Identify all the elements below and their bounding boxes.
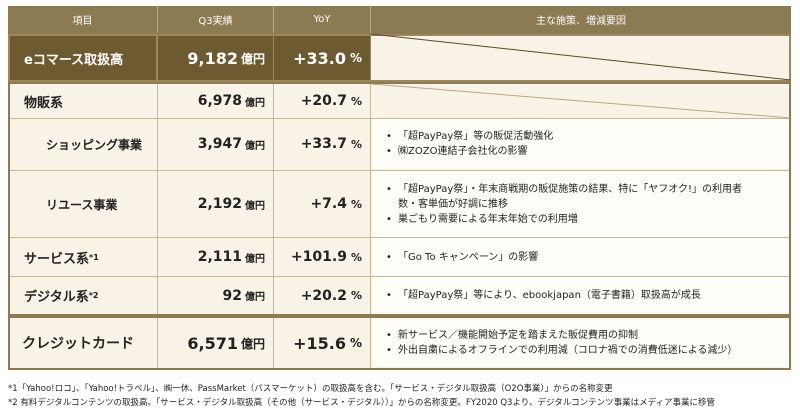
reuse-value-unit: 億円 <box>245 200 265 212</box>
reuse-value-number: 2,192 <box>197 196 242 212</box>
note-continuation: 数・客単価が好調に推移 <box>398 198 508 210</box>
header-divider <box>370 6 371 33</box>
ecommerce-value-unit: 億円 <box>240 51 265 66</box>
credit-value-unit: 億円 <box>240 336 265 351</box>
credit-yoy: +15.6% <box>274 318 370 368</box>
digital-notes: 「超PayPay祭」等により、ebookjapan（電子書籍）取扱高が成長 <box>372 277 789 314</box>
ecommerce-yoy-number: +33.0 <box>293 48 346 68</box>
row-divider <box>10 237 789 238</box>
credit-value: 6,571 億円 <box>158 318 273 368</box>
shopping-label: ショッピング事業 <box>46 137 143 152</box>
shopping-yoy: +33.7% <box>274 118 370 170</box>
reuse-yoy: +7.4% <box>274 171 370 237</box>
digital-yoy-pct: % <box>350 289 362 302</box>
column-divider <box>273 318 274 368</box>
butsuhan-value-unit: 億円 <box>245 97 265 109</box>
digital-value-unit: 億円 <box>245 292 265 303</box>
digital-label: デジタル系 *2 <box>24 277 156 314</box>
row-divider <box>10 118 789 119</box>
credit-yoy-number: +15.6 <box>293 333 346 353</box>
service-value-unit: 億円 <box>245 253 265 265</box>
service-label: サービス系 *1 <box>24 238 156 276</box>
reuse-value: 2,192 億円 <box>158 171 273 237</box>
service-label-text: サービス系 <box>24 251 90 267</box>
header-divider <box>273 6 274 33</box>
shopping-yoy-number: +33.7 <box>300 136 347 152</box>
ecommerce-yoy-pct: % <box>349 51 362 65</box>
butsuhan-label: 物販系 <box>24 95 64 111</box>
service-value-number: 2,111 <box>197 249 242 265</box>
note-item: 外出自粛によるオフラインでの利用減（コロナ禍での消費低迷による減少） <box>386 343 737 358</box>
footnote-1: *1「Yahoo!ロコ」、「Yahoo!トラベル」、㈱一休、PassMarket… <box>8 384 613 394</box>
digital-value: 92 億円 <box>158 277 273 314</box>
row-divider <box>10 276 789 277</box>
shopping-yoy-pct: % <box>350 137 362 151</box>
column-divider <box>157 318 158 368</box>
ecommerce-value: 9,182 億円 <box>158 36 273 80</box>
reuse-label: リユース事業 <box>46 197 118 212</box>
ecommerce-value-number: 9,182 <box>187 48 238 68</box>
column-divider <box>370 318 371 368</box>
butsuhan-yoy-pct: % <box>350 94 362 108</box>
service-label-sup: *1 <box>89 252 99 262</box>
credit-value-number: 6,571 <box>187 333 238 353</box>
column-divider <box>273 84 274 314</box>
butsuhan-yoy-number: +20.7 <box>300 93 347 109</box>
note-item: 巣ごもり需要による年末年始での利用増 <box>386 212 578 227</box>
header-notes: 主な施策、増減要因 <box>371 6 791 33</box>
header-divider <box>157 6 158 33</box>
shopping-value-number: 3,947 <box>197 136 242 152</box>
note-item: 「超PayPay祭」・年末商戦期の販促施策の結果、特に「ヤフオク!」の利用者 <box>386 182 742 197</box>
service-value: 2,111 億円 <box>158 238 273 276</box>
header-yoy: YoY <box>274 6 370 33</box>
header-item: 項目 <box>8 6 157 33</box>
reuse-notes: 「超PayPay祭」・年末商戦期の販促施策の結果、特に「ヤフオク!」の利用者 数… <box>372 171 789 237</box>
note-item: 「Go To キャンペーン」の影響 <box>386 250 538 265</box>
butsuhan-value: 6,978 億円 <box>158 84 273 118</box>
ecommerce-yoy: +33.0% <box>274 36 370 80</box>
reuse-yoy-pct: % <box>350 197 362 211</box>
footnote-2: *2 有料デジタルコンテンツの取扱高。「サービス・デジタル取扱高（その他（サービ… <box>8 398 716 408</box>
header-q3: Q3実績 <box>158 6 273 33</box>
digital-value-number: 92 <box>222 287 242 304</box>
service-yoy-pct: % <box>350 250 362 264</box>
credit-yoy-pct: % <box>349 336 362 350</box>
service-yoy-number: +101.9 <box>290 249 347 265</box>
shopping-value: 3,947 億円 <box>158 118 273 170</box>
service-yoy: +101.9% <box>274 238 370 276</box>
note-item: 「超PayPay祭」等の販促活動強化 <box>386 129 553 144</box>
shopping-value-unit: 億円 <box>245 140 265 152</box>
row-divider <box>10 170 789 171</box>
digital-label-text: デジタル系 <box>24 290 89 305</box>
credit-label: クレジットカード <box>22 336 134 352</box>
column-divider <box>157 84 158 314</box>
column-divider <box>370 84 371 314</box>
ecommerce-label: eコマース取扱高 <box>10 36 156 80</box>
digital-yoy-number: +20.2 <box>300 287 347 304</box>
shopping-notes: 「超PayPay祭」等の販促活動強化 ㈱ZOZO連結子会社化の影響 <box>372 119 789 169</box>
not-applicable-diagonal <box>371 34 791 118</box>
reuse-yoy-number: +7.4 <box>310 196 347 212</box>
butsuhan-yoy: +20.7% <box>274 84 370 118</box>
digital-yoy: +20.2% <box>274 277 370 314</box>
digital-label-sup: *2 <box>88 291 99 300</box>
credit-notes: 新サービス／機能開始予定を踏まえた販促費用の抑制 外出自粛によるオフラインでの利… <box>372 319 789 367</box>
note-item: 「超PayPay祭」等により、ebookjapan（電子書籍）取扱高が成長 <box>386 288 701 303</box>
service-notes: 「Go To キャンペーン」の影響 <box>372 238 789 276</box>
ecommerce-notes-empty <box>371 36 789 80</box>
note-item: ㈱ZOZO連結子会社化の影響 <box>386 144 527 159</box>
butsuhan-value-number: 6,978 <box>197 93 242 109</box>
note-item: 新サービス／機能開始予定を踏まえた販促費用の抑制 <box>386 328 638 343</box>
